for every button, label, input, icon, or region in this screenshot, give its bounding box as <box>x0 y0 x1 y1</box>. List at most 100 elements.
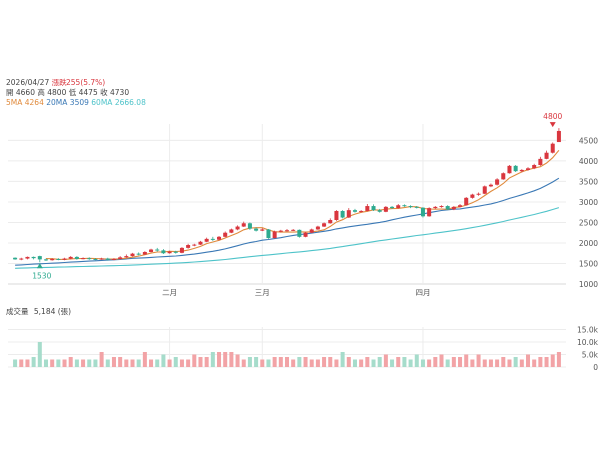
volume-bar <box>458 357 463 367</box>
volume-bar <box>278 357 283 367</box>
volume-value: 5,184 (張) <box>33 307 72 316</box>
candle-body <box>315 226 320 230</box>
high-label: 高 <box>37 88 45 97</box>
candle-body <box>111 258 116 260</box>
volume-bar <box>495 359 500 367</box>
candle-body <box>155 249 160 251</box>
candle-body <box>149 249 154 252</box>
volume-tick-label: 15.0k <box>577 326 599 335</box>
volume-bar <box>266 359 271 367</box>
price-tick-label: 2500 <box>579 218 598 227</box>
price-tick-label: 1500 <box>579 259 598 268</box>
volume-bar <box>340 352 345 367</box>
price-tick-label: 3500 <box>579 177 598 186</box>
candle-body <box>396 205 401 209</box>
volume-tick-label: 5.0k <box>582 351 599 360</box>
candle-body <box>470 194 475 198</box>
volume-bar <box>315 359 320 367</box>
volume-bar <box>136 359 141 367</box>
candle-body <box>13 257 18 260</box>
candle-body <box>124 256 129 258</box>
candle-body <box>284 230 290 232</box>
volume-bar <box>254 357 259 367</box>
candle-body <box>179 247 184 253</box>
volume-bar <box>217 352 222 367</box>
volume-bar <box>149 359 154 367</box>
volume-bar <box>352 359 357 367</box>
candle-body <box>377 210 382 212</box>
volume-bar <box>501 357 506 367</box>
volume-bar <box>260 359 265 367</box>
candle-body <box>247 223 252 229</box>
candle-body <box>118 257 123 259</box>
volume-bar <box>198 357 203 367</box>
volume-bar <box>303 357 308 367</box>
volume-bar <box>538 357 543 367</box>
volume-bar <box>81 359 86 367</box>
volume-bar <box>272 357 277 367</box>
volume-bar <box>365 357 370 367</box>
candle-body <box>532 165 537 169</box>
volume-bar <box>550 354 555 367</box>
volume-bar <box>371 359 376 367</box>
candle-body <box>427 208 432 217</box>
volume-bar <box>105 359 110 367</box>
date-line: 2026/04/27 漲跌 255(5.7%) <box>6 78 105 88</box>
volume-bar <box>544 357 549 367</box>
candle-body <box>544 152 549 159</box>
volume-bar <box>186 359 191 367</box>
volume-bar <box>359 359 364 367</box>
volume-bar <box>74 359 79 367</box>
quote-date: 2026/04/27 <box>6 78 50 87</box>
volume-bar <box>476 354 481 367</box>
volume-bar <box>464 354 469 367</box>
candle-body <box>346 210 351 218</box>
candle-body <box>74 256 79 259</box>
volume-bar <box>31 357 36 367</box>
candle-body <box>340 210 345 218</box>
candle-body <box>241 223 246 227</box>
ma20-line <box>15 177 560 266</box>
candle-body <box>439 206 444 208</box>
candle-body <box>136 253 141 255</box>
volume-bar <box>130 359 135 367</box>
candle-body <box>414 206 419 208</box>
volume-bar <box>402 357 407 367</box>
price-tick-label: 3000 <box>579 198 598 207</box>
high-marker-arrow <box>549 122 556 128</box>
volume-bar <box>445 359 450 367</box>
candle-body <box>266 229 271 239</box>
candle-body <box>458 205 463 207</box>
candle-body <box>105 258 110 260</box>
candle-body <box>235 226 240 230</box>
month-tick-label: 四月 <box>415 288 430 297</box>
candle-body <box>556 130 561 143</box>
candle-body <box>130 253 135 257</box>
volume-bar <box>210 352 215 367</box>
volume-bar <box>532 359 537 367</box>
volume-bar <box>87 359 92 367</box>
candle-body <box>272 231 277 239</box>
candle-body <box>445 206 450 210</box>
ma5-legend: 5MA 4264 <box>6 98 44 107</box>
candle-body <box>408 206 413 208</box>
volume-bar <box>241 359 246 367</box>
volume-bar <box>161 354 166 367</box>
ma5-line <box>45 149 560 260</box>
candle-body <box>186 245 191 248</box>
open-label: 開 <box>6 88 14 97</box>
candle-body <box>334 210 339 220</box>
volume-bar <box>322 357 327 367</box>
volume-bar <box>50 359 55 367</box>
low-label: 低 <box>68 88 77 97</box>
price-tick-label: 4000 <box>579 157 598 166</box>
candle-body <box>260 229 265 231</box>
change-value: 255(5.7%) <box>66 78 106 87</box>
candle-body <box>223 232 228 237</box>
volume-bar <box>235 354 240 367</box>
candle-body <box>519 169 524 172</box>
volume-bar <box>192 354 197 367</box>
ma60-line <box>15 207 560 269</box>
candle-body <box>526 168 531 170</box>
